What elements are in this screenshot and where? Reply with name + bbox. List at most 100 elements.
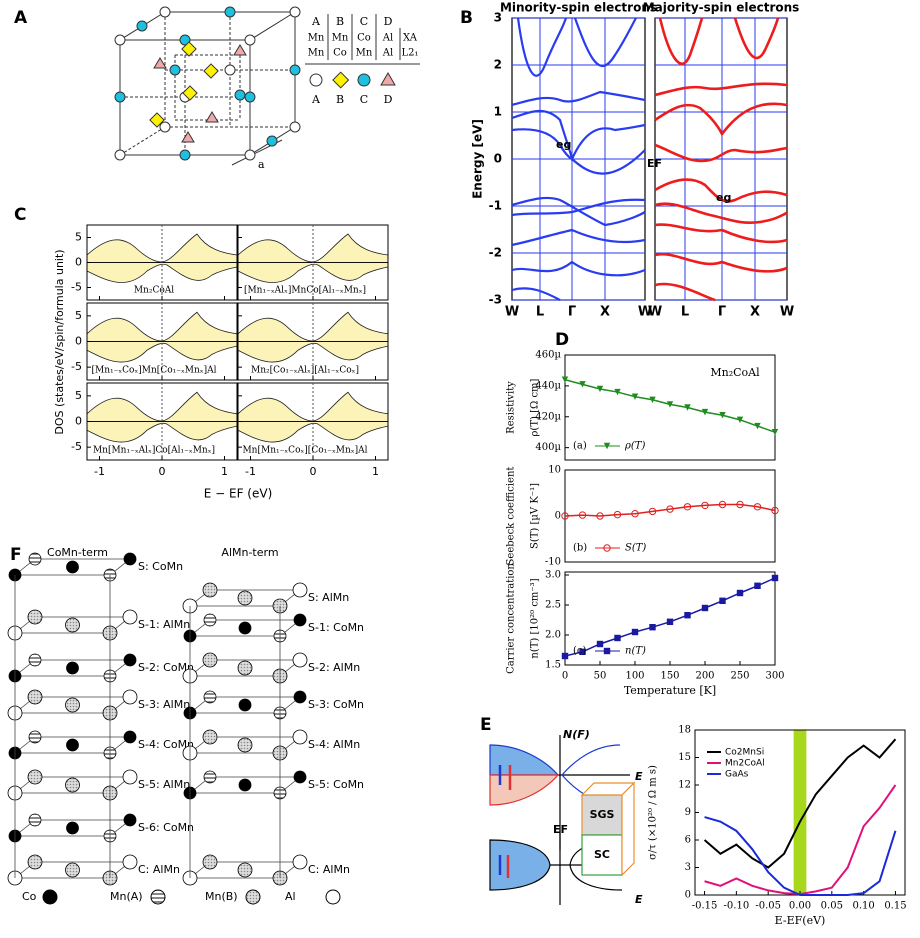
y-tick-label: 9 <box>685 807 691 818</box>
x-axis-label: Temperature [K] <box>624 684 716 697</box>
legend-marker <box>603 442 611 450</box>
data-point <box>701 501 709 510</box>
data-point <box>578 511 587 519</box>
k-label: X <box>600 305 610 320</box>
axis-label: E <box>635 770 643 783</box>
layer-label: S-4: AlMn <box>308 738 360 751</box>
atom <box>203 770 217 784</box>
y-axis-label: Seebeck coefficient <box>506 467 517 566</box>
layer-label: S-5: CoMn <box>308 778 364 791</box>
data-point <box>684 612 691 619</box>
x-tick-label: 0 <box>310 465 317 478</box>
y-tick-label: 0 <box>75 256 82 269</box>
atom <box>28 813 42 827</box>
plot-frame <box>564 354 776 461</box>
block-label: SGS <box>590 808 615 821</box>
atom <box>237 862 253 878</box>
data-point <box>613 510 622 519</box>
data-point <box>649 396 656 403</box>
atom <box>27 689 43 705</box>
y-axis-label: Carrier concentration <box>506 563 517 674</box>
x-tick-label: 150 <box>660 671 679 682</box>
table-cell: Mn <box>308 33 325 44</box>
layer-label: S-6: CoMn <box>138 821 194 834</box>
data-point <box>754 582 761 589</box>
atom <box>123 653 137 667</box>
atom <box>202 582 218 598</box>
y-tick-label: 5 <box>75 389 82 402</box>
layer-label: S-5: AlMn <box>138 778 190 791</box>
panel-label: B <box>460 8 473 28</box>
lattice-label: a <box>258 158 265 171</box>
data-point <box>754 422 761 430</box>
atom <box>66 661 79 675</box>
panel-label: F <box>10 545 22 565</box>
data-point <box>648 507 657 516</box>
legend-atom <box>150 889 166 905</box>
legend-marker <box>603 647 611 655</box>
y-tick-label: 1.5 <box>545 660 561 671</box>
legend-label: C <box>360 93 368 106</box>
table-lines <box>305 14 420 65</box>
x-axis-label: E − EF (eV) <box>204 487 273 501</box>
plot-title: Majority-spin electrons <box>643 1 800 15</box>
atom <box>293 690 307 704</box>
gap-label: eg <box>556 138 571 151</box>
atom <box>292 582 308 598</box>
y-axis-label: Resistivity <box>506 381 517 434</box>
legend-label: GaAs <box>725 770 749 780</box>
y-tick-label: 400µ <box>535 442 561 453</box>
atom <box>123 813 137 827</box>
x-tick-label: 250 <box>730 671 749 682</box>
data-point <box>684 404 691 411</box>
y-tick-label: 0 <box>75 415 82 428</box>
y-tick-label: 3.0 <box>545 570 561 581</box>
slab-title: AlMn-term <box>221 546 278 559</box>
y-tick-label: 18 <box>678 725 691 736</box>
x-tick-label: 1 <box>372 465 379 478</box>
legend-label: S(T) <box>625 543 646 554</box>
data-point <box>719 412 726 419</box>
legend-atom <box>245 889 261 905</box>
atom <box>65 862 80 878</box>
panel-tag: (c) <box>573 646 587 657</box>
legend-label: ρ(T) <box>624 441 645 452</box>
k-label: X <box>750 305 760 320</box>
data-point <box>736 416 744 424</box>
slab-title: CoMn-term <box>47 546 108 559</box>
highlight-band <box>793 730 807 895</box>
y-tick-label: 3 <box>685 862 691 873</box>
axis-label: N(F) <box>563 728 590 741</box>
data-point <box>561 652 569 660</box>
atom <box>28 730 42 744</box>
y-tick-label: 0 <box>555 511 561 522</box>
x-tick-label: 300 <box>765 671 784 682</box>
data-point <box>596 640 604 648</box>
k-label: Γ <box>718 305 726 320</box>
data-point <box>631 393 639 400</box>
legend-label: Co <box>22 890 37 903</box>
atom <box>122 854 138 870</box>
legend-label: Al <box>285 890 296 903</box>
table-cell: Al <box>382 33 393 44</box>
block-label: SC <box>594 848 610 861</box>
y-axis-label: DOS (states/eV/spin/formula unit) <box>53 249 66 434</box>
atom <box>122 689 138 705</box>
fermi-label: EF <box>647 157 662 170</box>
atom <box>238 698 252 712</box>
y-tick-label: 1 <box>494 105 502 119</box>
majority-bands <box>654 17 788 302</box>
atom <box>202 652 218 668</box>
data-point <box>701 604 709 612</box>
atom <box>66 560 79 574</box>
y-tick-label: 3 <box>494 11 502 25</box>
data-point <box>631 628 639 636</box>
data-point <box>579 648 586 655</box>
legend-label: Mn2CoAl <box>725 759 765 769</box>
atom <box>202 729 218 745</box>
panel-label: C <box>14 205 26 225</box>
y-tick-label: -10 <box>545 557 561 568</box>
y-axis-label: σ/τ (×10²⁰ / Ω m s) <box>648 765 659 860</box>
k-label: L <box>536 305 544 320</box>
